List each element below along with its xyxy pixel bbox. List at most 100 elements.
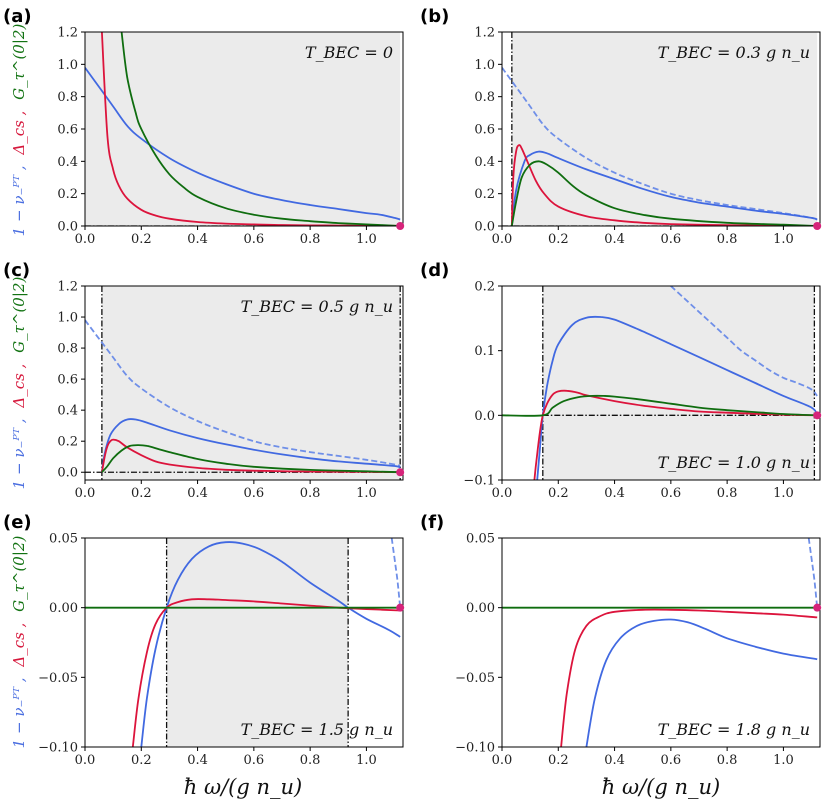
y-axis-label-row-3: 1 − ν₋ᴾᵀ , Δ_cs , G_τ^(0|2) (10, 536, 28, 749)
plot-area (502, 538, 819, 747)
y-tick-label: 0.0 (57, 466, 78, 481)
series-blue_dashed-dashed (502, 67, 818, 221)
ylabel-delta: Δ_cs , (10, 111, 28, 156)
x-tick-label: 0.2 (131, 232, 152, 247)
axes-frame (501, 285, 821, 481)
y-tick-label: 0.4 (474, 155, 495, 170)
y-tick-label: 0.4 (57, 404, 78, 419)
x-tick-label: 0.4 (604, 232, 625, 247)
series-red (533, 389, 818, 480)
y-tick-label: 0.2 (57, 435, 78, 450)
x-tick-label: 0.6 (244, 753, 265, 768)
panel-b: 0.0 0.2 0.4 0.6 0.8 1.0 0.0 0.2 0.4 0.6 0.8 1.0 1.2 (… (420, 6, 822, 247)
panel-a: 0.0 0.2 0.4 0.6 0.8 1.0 0.0 0.2 0.4 0.6 0.8 1.0 1.2 (… (3, 6, 405, 247)
endpoint-dot (813, 411, 822, 420)
panel-c: 0.0 0.2 0.4 0.6 0.8 1.0 0.0 0.2 0.4 0.6 0.8 1.0 1.2 (… (3, 260, 405, 501)
temperature-annotation: T_BEC = 1.8 g n_u (658, 720, 810, 739)
x-tick-label: 0.8 (300, 232, 321, 247)
y-tick-label: 0.8 (57, 342, 78, 357)
x-tick-label: 0.0 (75, 232, 96, 247)
x-tick-label: 0.0 (75, 753, 96, 768)
x-tick-label: 0.8 (300, 753, 321, 768)
x-tick-label: 0.2 (131, 486, 152, 501)
panel-label: (b) (420, 6, 449, 27)
panel-label: (a) (3, 6, 32, 27)
endpoint-dot (813, 603, 822, 612)
y-tick-label: 0.8 (474, 90, 495, 105)
x-tick-label: 1.0 (773, 232, 794, 247)
series-blue (140, 541, 401, 747)
x-tick-label: 1.0 (356, 232, 377, 247)
x-tick-label: 0.0 (492, 753, 513, 768)
svg-text:1 − ν₋ᴾᵀ , Δ_cs ,: 1 − ν₋ᴾᵀ , Δ_cs , G_τ^(0|2) (10, 277, 28, 490)
series-green (502, 394, 818, 417)
svg-text:1 − ν₋ᴾᵀ , Δ_cs ,: 1 − ν₋ᴾᵀ , Δ_cs , G_τ^(0|2) (10, 24, 28, 237)
y-tick-label: 0.8 (57, 90, 78, 105)
y-tick-label: 1.0 (474, 58, 495, 73)
panel-d: 0.0 0.2 0.4 0.6 0.8 1.0−0.10.00.10.2(d)T_BEC … (420, 260, 822, 501)
series-green (510, 160, 818, 226)
axes-frame (501, 537, 821, 748)
ylabel-g: G_τ^(0|2) (10, 277, 28, 353)
panel-e: 0.0 0.2 0.4 0.6 0.8 1.0 −0.10 −0.05 0.00 0.05 (e) T… (3, 512, 405, 768)
y-tick-label: 0.05 (49, 532, 78, 547)
series-blue_dashed-dashed (85, 319, 401, 467)
panel-label: (c) (3, 260, 30, 281)
y-tick-label: 0.6 (474, 123, 495, 138)
plot-area (502, 286, 818, 480)
x-tick-label: 0.2 (548, 486, 569, 501)
temperature-annotation: T_BEC = 1.0 g n_u (658, 453, 810, 472)
x-tick-label: 0.2 (548, 232, 569, 247)
y-tick-label: 0.05 (466, 532, 495, 547)
ylabel-nu: 1 − ν₋ᴾᵀ , (10, 418, 28, 489)
y-tick-label: 1.2 (57, 26, 78, 41)
y-tick-label: 0.0 (474, 220, 495, 235)
series-red (510, 144, 818, 226)
series-red (560, 608, 818, 747)
x-tick-label: 0.4 (604, 486, 625, 501)
plot-area (502, 32, 820, 226)
x-tick-label: 1.0 (356, 753, 377, 768)
temperature-annotation: T_BEC = 0.5 g n_u (241, 297, 393, 316)
svg-text:1 − ν₋ᴾᵀ , Δ_cs ,: 1 − ν₋ᴾᵀ , Δ_cs , G_τ^(0|2) (10, 536, 28, 749)
x-axis-label-right: ħ ω/(g n_u) (602, 775, 720, 799)
series-blue_dashed-dashed (670, 286, 818, 397)
x-tick-label: 0.0 (75, 486, 96, 501)
plot-area (85, 286, 403, 480)
y-tick-label: 1.2 (57, 280, 78, 295)
x-tick-label: 0.4 (604, 753, 625, 768)
series-red (101, 438, 401, 474)
ylabel-g: G_τ^(0|2) (10, 24, 28, 100)
y-tick-label: 0.6 (57, 373, 78, 388)
x-axis-label-left: ħ ω/(g n_u) (184, 775, 302, 799)
series-green (101, 444, 401, 474)
x-tick-label: 0.0 (492, 232, 513, 247)
y-tick-label: 0.4 (57, 155, 78, 170)
y-tick-label: 0.1 (474, 344, 495, 359)
panels: 0.0 0.2 0.4 0.6 0.8 1.0 0.0 0.2 0.4 0.6 0.8 1.0 1.2 (… (3, 6, 822, 768)
axes-frame (84, 537, 404, 748)
series-blue (585, 618, 818, 747)
series-green (120, 32, 401, 226)
ylabel-delta: Δ_cs , (10, 364, 28, 409)
x-tick-label: 1.0 (773, 486, 794, 501)
y-tick-label: 1.2 (474, 26, 495, 41)
x-tick-label: 0.4 (187, 486, 208, 501)
series-blue_dashed-dashed (807, 538, 819, 608)
axes-frame (84, 285, 404, 481)
y-tick-label: −0.05 (38, 671, 78, 686)
temperature-annotation: T_BEC = 0 (305, 43, 393, 62)
x-tick-label: 0.6 (244, 232, 265, 247)
y-tick-label: −0.10 (38, 741, 78, 756)
x-tick-label: 0.8 (717, 232, 738, 247)
y-tick-label: 0.0 (57, 220, 78, 235)
panel-label: (d) (420, 260, 449, 281)
shaded-region (166, 538, 349, 747)
ylabel-g: G_τ^(0|2) (10, 536, 28, 612)
x-tick-label: 0.8 (717, 753, 738, 768)
x-tick-label: 0.6 (661, 486, 682, 501)
y-tick-label: −0.10 (455, 741, 495, 756)
ylabel-delta: Δ_cs , (10, 623, 28, 668)
endpoint-dot (396, 603, 405, 612)
